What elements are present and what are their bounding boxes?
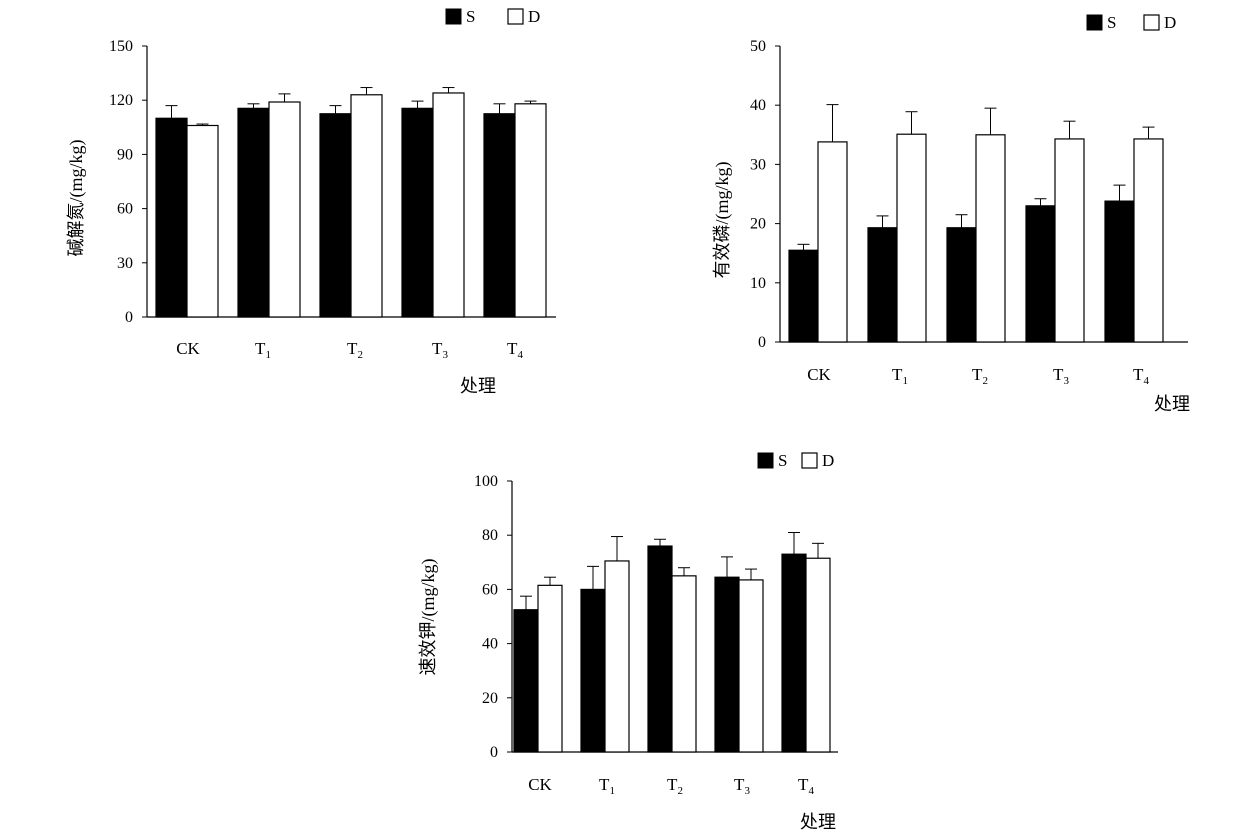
legend-label-s: S [466,7,475,26]
y-tick-label: 80 [482,527,498,544]
bar-s-t1 [580,588,606,753]
x-tick-label: T1 [255,339,271,361]
bar-d-t1 [604,560,630,753]
x-tick-label: CK [528,775,552,794]
x-tick-label: T2 [972,365,988,387]
bar-s-t4 [781,553,807,753]
y-tick-label: 20 [750,216,766,233]
x-axis-title: 处理 [800,812,836,832]
y-tick-label: 30 [117,255,133,272]
x-tick-label: T4 [1133,365,1149,387]
y-tick-label: 40 [482,636,498,653]
bar-s-ck [513,609,539,753]
bar-d-t4 [514,103,547,318]
bar-s-t1 [867,227,898,343]
legend-label-d: D [1164,13,1176,32]
y-tick-label: 150 [109,38,133,55]
y-tick-label: 50 [750,38,766,55]
bar-d-t3 [432,92,465,318]
y-tick-label: 0 [125,309,133,326]
x-tick-label: CK [176,339,200,358]
y-tick-label: 0 [490,744,498,761]
x-tick-label: T1 [599,775,615,797]
x-axis-title: 处理 [1154,394,1190,414]
bar-d-t1 [896,133,927,343]
bar-d-t1 [268,101,301,318]
bar-s-t4 [483,113,516,318]
y-tick-label: 40 [750,97,766,114]
x-tick-label: T1 [892,365,908,387]
x-tick-label: T3 [432,339,448,361]
bar-s-t1 [237,107,270,318]
x-tick-label: CK [807,365,831,384]
y-tick-label: 30 [750,156,766,173]
bar-d-t2 [671,575,697,753]
legend-label-d: D [822,451,834,470]
bar-d-ck [537,584,563,753]
x-axis-title: 处理 [460,376,496,396]
bar-d-t3 [1054,138,1085,343]
x-tick-label: T4 [507,339,523,361]
bar-s-t3 [714,576,740,753]
y-tick-label: 0 [758,334,766,351]
legend-swatch-d [1143,14,1160,31]
legend-swatch-s [445,8,462,25]
legend-label-s: S [778,451,787,470]
legend-swatch-s [1086,14,1103,31]
bar-d-t4 [1133,138,1164,343]
bar-d-t2 [350,94,383,318]
bar-s-ck [155,117,188,318]
bar-s-t4 [1104,200,1135,343]
legend-swatch-d [507,8,524,25]
y-tick-label: 60 [482,581,498,598]
x-tick-label: T3 [1053,365,1069,387]
bar-d-t2 [975,134,1006,343]
x-tick-label: T4 [798,775,814,797]
legend-swatch-d [801,452,818,469]
legend-label-s: S [1107,13,1116,32]
bar-s-t2 [647,545,673,753]
y-tick-label: 20 [482,690,498,707]
legend-swatch-s [757,452,774,469]
bar-s-t2 [946,227,977,343]
y-tick-label: 120 [109,92,133,109]
y-axis-title: 有效磷/(mg/kg) [712,162,733,279]
bar-d-t4 [805,557,831,753]
bar-s-t3 [1025,205,1056,343]
x-tick-label: T3 [734,775,750,797]
legend-label-d: D [528,7,540,26]
y-tick-label: 10 [750,275,766,292]
y-tick-label: 100 [474,473,498,490]
y-axis-title: 碱解氮/(mg/kg) [66,140,87,257]
bar-d-t3 [738,579,764,753]
bar-s-t3 [401,107,434,318]
bar-s-ck [788,249,819,343]
x-tick-label: T2 [347,339,363,361]
x-tick-label: T2 [667,775,683,797]
bar-s-t2 [319,113,352,318]
y-tick-label: 90 [117,146,133,163]
y-tick-label: 60 [117,201,133,218]
y-axis-title: 速效钾/(mg/kg) [418,559,439,676]
bar-d-ck [817,141,848,343]
bar-d-ck [186,124,219,318]
